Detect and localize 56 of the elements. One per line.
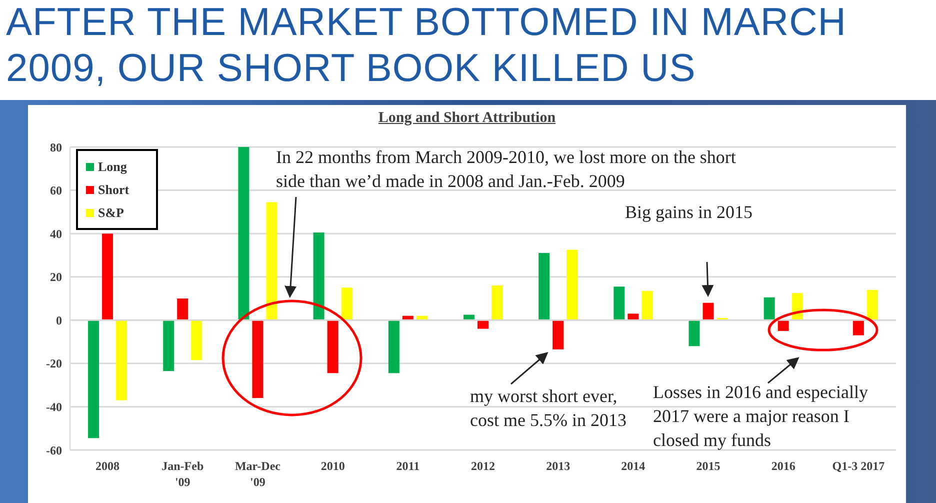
bar bbox=[614, 286, 625, 320]
bar bbox=[628, 314, 639, 320]
annotation: Big gains in 2015 bbox=[625, 201, 754, 224]
bar bbox=[88, 320, 100, 438]
y-tick-label: 0 bbox=[56, 313, 62, 328]
bar bbox=[313, 232, 324, 320]
y-tick-label: -60 bbox=[46, 443, 62, 458]
chart-title: AFTER THE MARKET BOTTOMED IN MARCH 2009, OUR SHORT BOOK KILLED US bbox=[6, 0, 848, 92]
x-tick-label: 2013 bbox=[546, 459, 570, 473]
bar bbox=[566, 250, 578, 320]
y-tick-label: -40 bbox=[46, 400, 62, 414]
x-tick-label: Q1-3 2017 bbox=[832, 459, 885, 473]
bar bbox=[702, 302, 714, 320]
x-tick-label: 2015 bbox=[696, 459, 720, 473]
bar bbox=[491, 286, 502, 320]
bar bbox=[552, 320, 564, 350]
bar bbox=[252, 320, 264, 398]
annotation: my worst short ever, cost me 5.5% in 2013 bbox=[470, 385, 628, 432]
bar bbox=[866, 290, 878, 320]
legend-label: Long bbox=[97, 158, 128, 176]
bar bbox=[238, 147, 250, 320]
x-tick-label: Mar-Dec '09 bbox=[234, 459, 282, 489]
legend-label: Short bbox=[97, 181, 130, 199]
x-tick-label: Jan-Feb '09 bbox=[162, 459, 204, 489]
bar bbox=[538, 253, 550, 320]
bar bbox=[764, 297, 775, 320]
bar bbox=[778, 320, 789, 331]
bar bbox=[116, 320, 128, 400]
bar bbox=[477, 320, 488, 329]
bar bbox=[341, 288, 352, 320]
x-tick-label: 2011 bbox=[396, 459, 420, 473]
y-tick-label: 60 bbox=[50, 184, 62, 198]
annotation: In 22 months from March 2009-2010, we lost more on the short side than we’d made in 2008 and Jan.-Feb. 2009 bbox=[276, 146, 737, 193]
bar bbox=[327, 320, 338, 374]
annotation: Losses in 2016 and especially 2017 were a major reason I closed my funds bbox=[653, 381, 869, 452]
bar bbox=[163, 320, 174, 372]
bar bbox=[852, 320, 864, 336]
bar bbox=[102, 234, 114, 320]
y-tick-label: 20 bbox=[50, 270, 62, 284]
chart-subtitle: Long and Short Attribution bbox=[377, 110, 557, 127]
bar bbox=[688, 320, 700, 346]
y-tick-label: 80 bbox=[50, 140, 62, 154]
bar bbox=[388, 320, 400, 374]
y-tick-label: -20 bbox=[46, 356, 62, 371]
bar bbox=[177, 298, 188, 320]
bar bbox=[463, 314, 474, 320]
y-tick-label: 40 bbox=[50, 226, 62, 241]
x-tick-label: 2008 bbox=[96, 459, 120, 473]
x-tick-label: 2010 bbox=[320, 459, 345, 473]
x-tick-label: 2014 bbox=[621, 459, 646, 473]
bar bbox=[642, 290, 653, 320]
bar bbox=[191, 320, 202, 360]
x-tick-label: 2012 bbox=[471, 459, 495, 473]
x-tick-label: 2016 bbox=[771, 459, 796, 473]
legend-label: S&P bbox=[97, 204, 125, 222]
bar bbox=[266, 202, 278, 320]
